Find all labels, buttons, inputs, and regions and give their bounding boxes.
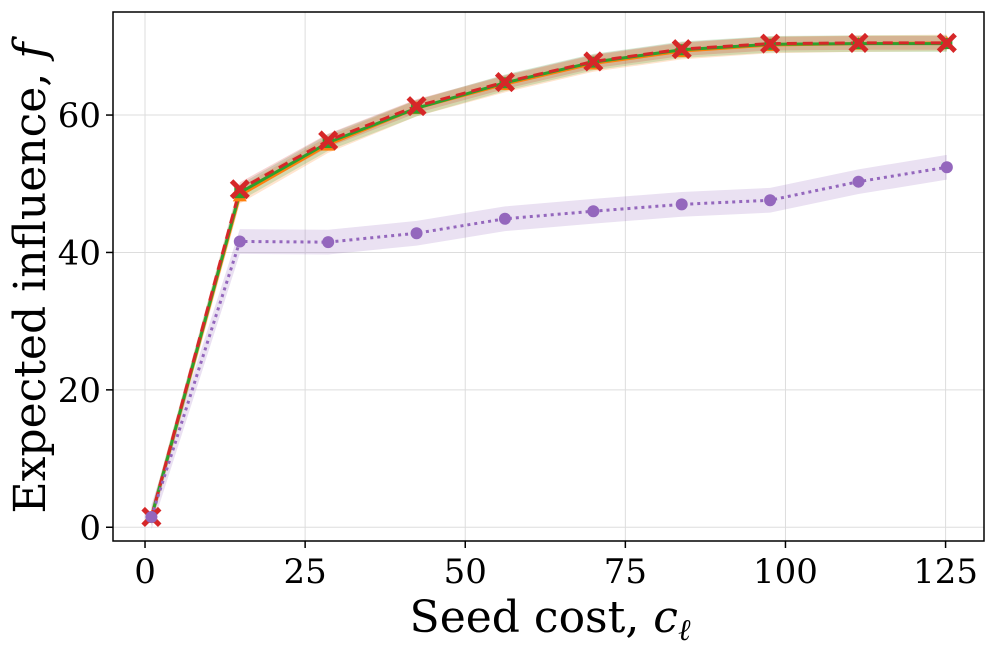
series-purple-point bbox=[498, 212, 511, 225]
series-red-point bbox=[406, 96, 427, 117]
series-red-point bbox=[936, 32, 957, 53]
series-purple-point bbox=[764, 194, 777, 207]
series-red-band bbox=[151, 36, 947, 524]
confidence-bands bbox=[151, 34, 947, 530]
series-purple-point bbox=[410, 227, 423, 240]
y-tick-label: 40 bbox=[58, 233, 101, 273]
series-purple-point bbox=[322, 236, 335, 249]
series-red-point bbox=[583, 51, 604, 72]
series-red-point bbox=[494, 72, 515, 93]
series-red-point bbox=[229, 179, 250, 200]
x-tick-label: 0 bbox=[134, 552, 156, 592]
plot-frame bbox=[112, 11, 985, 542]
series-red-point bbox=[671, 39, 692, 60]
series-purple-band bbox=[151, 154, 947, 530]
series-purple-point bbox=[675, 198, 688, 211]
x-tick-label: 75 bbox=[604, 552, 647, 592]
series-orange-line bbox=[149, 41, 947, 518]
series-purple-point bbox=[145, 510, 158, 523]
x-axis-label: Seed cost, cℓ bbox=[410, 592, 691, 648]
x-tick-label: 50 bbox=[444, 552, 487, 592]
series-orange-band bbox=[151, 34, 947, 526]
series-purple-point bbox=[587, 205, 600, 218]
series-green-band bbox=[151, 35, 947, 526]
axis-ticks: 0 25 50 75 100 125 0 20 40 60 bbox=[58, 96, 978, 592]
y-tick-label: 0 bbox=[79, 508, 101, 548]
series-purple-point bbox=[852, 175, 865, 188]
x-tick-label: 125 bbox=[913, 552, 978, 592]
y-tick-label: 20 bbox=[58, 371, 101, 411]
x-tick-label: 100 bbox=[753, 552, 818, 592]
y-axis-label: Expected influence, f bbox=[5, 36, 56, 514]
x-tick-label: 25 bbox=[283, 552, 326, 592]
series-red-point bbox=[318, 130, 339, 151]
series-purple-point bbox=[940, 161, 953, 174]
series-red-point bbox=[848, 32, 869, 53]
series-red-point bbox=[760, 33, 781, 54]
grid bbox=[113, 12, 984, 541]
series-markers bbox=[141, 32, 957, 527]
series-lines bbox=[149, 41, 948, 518]
y-tick-label: 60 bbox=[58, 96, 101, 136]
series-purple-point bbox=[233, 235, 246, 248]
series-green-line bbox=[149, 42, 947, 518]
series-red-line bbox=[149, 41, 947, 518]
